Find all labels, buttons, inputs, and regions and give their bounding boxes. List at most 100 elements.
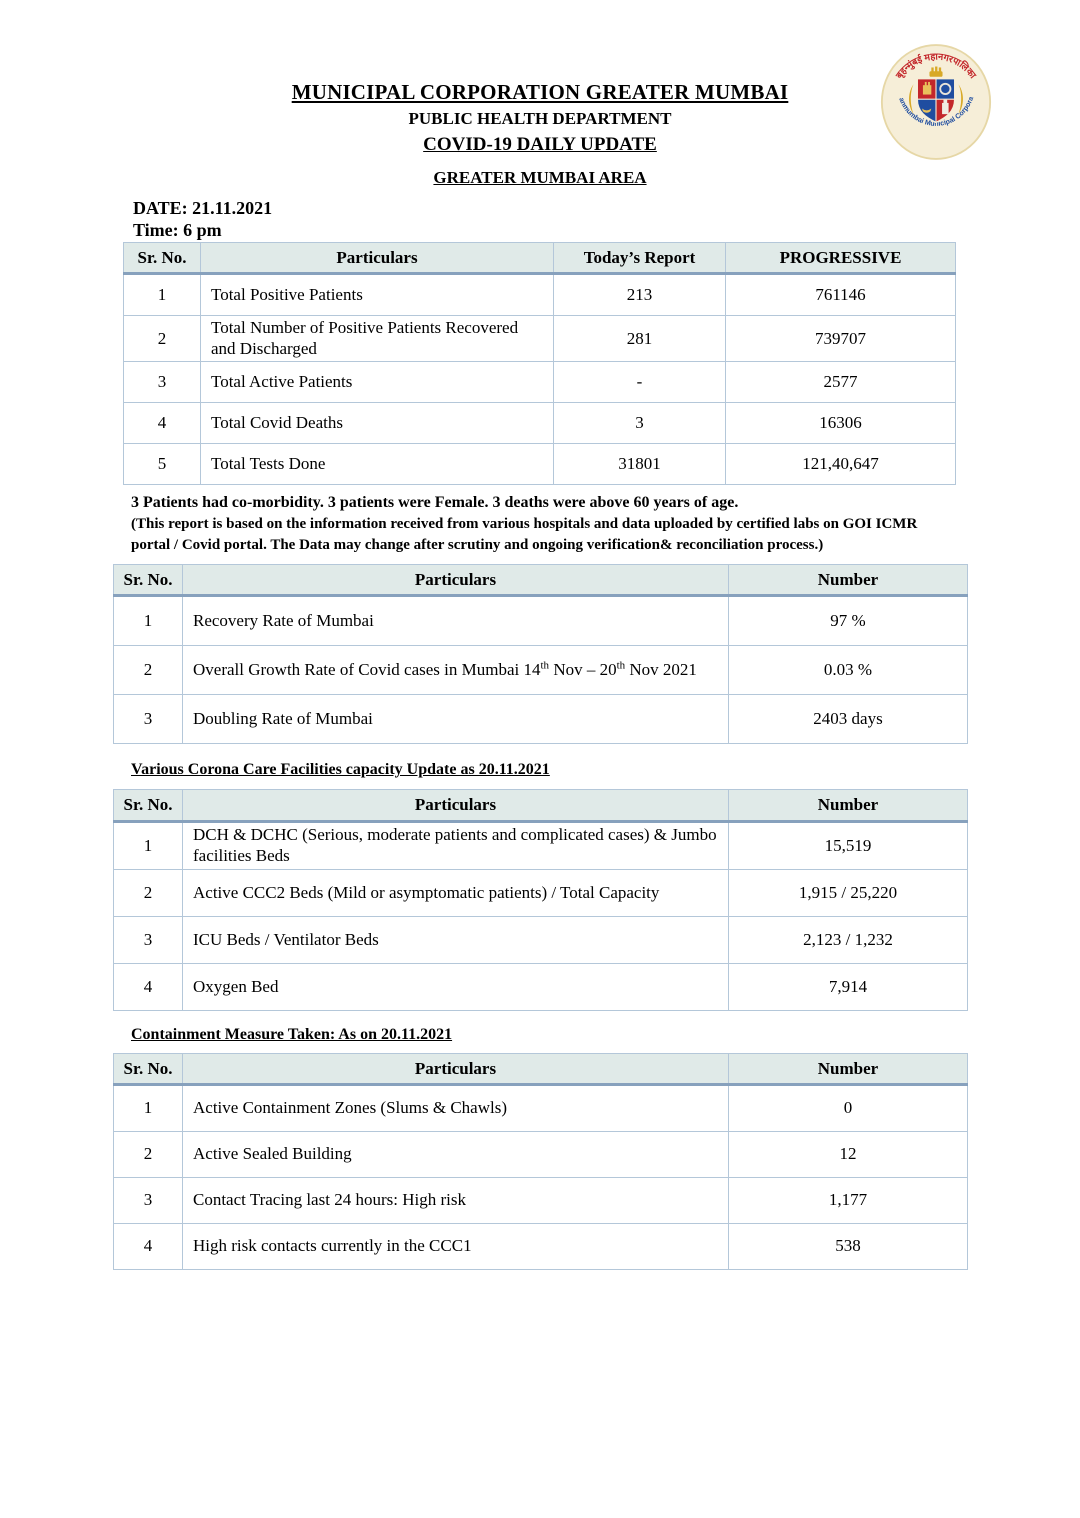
table-cell: 31801 — [553, 443, 726, 486]
table-cell: 7,914 — [728, 962, 968, 1011]
table-row: 1 Total Positive Patients 213 761146 — [123, 273, 956, 317]
table-cell: 2 — [113, 645, 183, 696]
column-header: Sr. No. — [123, 242, 201, 276]
table-cell: 2 — [113, 1130, 183, 1178]
table-cell: 0 — [728, 1083, 968, 1132]
table-cell: 2577 — [725, 361, 956, 404]
table-cell: 0.03 % — [728, 645, 968, 696]
table-cell: 4 — [123, 402, 201, 445]
bmc-seal-icon: बृहन्मुंबई महानगरपालिका Brihanmumbai Mun… — [877, 38, 992, 160]
table-header-row: Sr. No. Particulars Number — [113, 564, 968, 598]
column-header: Particulars — [200, 242, 554, 276]
table-cell: 3 — [123, 361, 201, 404]
table-cell: Total Covid Deaths — [200, 402, 554, 445]
column-header: Sr. No. — [113, 1052, 183, 1086]
table-cell: Contact Tracing last 24 hours: High risk — [182, 1176, 729, 1224]
table-cell: Total Active Patients — [200, 361, 554, 404]
table-row: 2 Active Sealed Building 12 — [113, 1130, 968, 1178]
table-cell: 281 — [553, 315, 726, 363]
bmc-seal-logo: बृहन्मुंबई महानगरपालिका Brihanmumbai Mun… — [877, 38, 992, 162]
column-header: Sr. No. — [113, 789, 183, 823]
table-cell: Active Sealed Building — [182, 1130, 729, 1178]
containment-section-heading: Containment Measure Taken: As on 20.11.2… — [131, 1025, 453, 1043]
report-time: Time: 6 pm — [133, 219, 222, 240]
table-cell: 15,519 — [728, 820, 968, 870]
table-cell: 1,177 — [728, 1176, 968, 1224]
table-cell: 2,123 / 1,232 — [728, 915, 968, 964]
table-row: 3 ICU Beds / Ventilator Beds 2,123 / 1,232 — [113, 915, 968, 964]
table-cell: 2403 days — [728, 694, 968, 745]
column-header: Particulars — [182, 1052, 729, 1086]
table-cell: 5 — [123, 443, 201, 486]
table-row: 3 Contact Tracing last 24 hours: High ris… — [113, 1176, 968, 1224]
table-cell: ICU Beds / Ventilator Beds — [182, 915, 729, 964]
column-header: Particulars — [182, 564, 729, 598]
table-cell: 97 % — [728, 595, 968, 647]
department-title: PUBLIC HEALTH DEPARTMENT — [408, 109, 672, 128]
table-cell: Total Positive Patients — [200, 273, 554, 317]
table-cell: 4 — [113, 962, 183, 1011]
table-row: 3 Doubling Rate of Mumbai 2403 days — [113, 694, 968, 745]
date-time-block: DATE: 21.11.2021 Time: 6 pm — [133, 198, 1080, 241]
table-cell: DCH & DCHC (Serious, moderate patients a… — [182, 820, 729, 870]
table-cell: - — [553, 361, 726, 404]
table-row: 1 Active Containment Zones (Slums & Chawl… — [113, 1083, 968, 1132]
table-cell: 213 — [553, 273, 726, 317]
table-cell: 761146 — [725, 273, 956, 317]
table-header-row: Sr. No. Particulars Number — [113, 1052, 968, 1086]
column-header: Sr. No. — [113, 564, 183, 598]
table-cell: 538 — [728, 1222, 968, 1270]
column-header: Particulars — [182, 789, 729, 823]
table-row: 2 Overall Growth Rate of Covid cases in M… — [113, 645, 968, 696]
table-cell: Doubling Rate of Mumbai — [182, 694, 729, 745]
table-cell: Active CCC2 Beds (Mild or asymptomatic p… — [182, 868, 729, 917]
report-date: DATE: 21.11.2021 — [133, 198, 273, 218]
area-title: GREATER MUMBAI AREA — [433, 168, 647, 187]
table-cell: 12 — [728, 1130, 968, 1178]
column-header: Today’s Report — [553, 242, 726, 276]
table-cell: 3 — [113, 1176, 183, 1224]
table-row: 2 Total Number of Positive Patients Recov… — [123, 315, 956, 363]
data-disclaimer-note: (This report is based on the information… — [131, 516, 918, 554]
table-header-row: Sr. No. Particulars Today’s Report PROGRESS… — [123, 242, 956, 276]
table-row: 5 Total Tests Done 31801 121,40,647 — [123, 443, 956, 486]
table-cell: 3 — [113, 694, 183, 745]
logo-crown — [929, 71, 943, 77]
table-cell: Overall Growth Rate of Covid cases in Mu… — [182, 645, 729, 696]
table-cell: 3 — [553, 402, 726, 445]
table-cell: Total Tests Done — [200, 443, 554, 486]
table-cell: Oxygen Bed — [182, 962, 729, 1011]
table-row: 1 Recovery Rate of Mumbai 97 % — [113, 595, 968, 647]
table-header-row: Sr. No. Particulars Number — [113, 789, 968, 823]
deaths-summary-note: 3 Patients had co-morbidity. 3 patients … — [131, 494, 739, 512]
column-header: Number — [728, 1052, 968, 1086]
rates-table: Sr. No. Particulars Number 1 Recovery Rate o… — [113, 564, 968, 745]
table-row: 4 Oxygen Bed 7,914 — [113, 962, 968, 1011]
table-cell: 1 — [113, 595, 183, 647]
table-cell: 121,40,647 — [725, 443, 956, 486]
table-cell: Recovery Rate of Mumbai — [182, 595, 729, 647]
table-cell: Total Number of Positive Patients Recove… — [200, 315, 554, 363]
table-row: 3 Total Active Patients -2577 — [123, 361, 956, 404]
report-title: COVID-19 DAILY UPDATE — [423, 134, 657, 155]
logo-shield — [916, 78, 956, 124]
table-cell: 739707 — [725, 315, 956, 363]
table-cell: 2 — [123, 315, 201, 363]
table-cell: 2 — [113, 868, 183, 917]
column-header: PROGRESSIVE — [725, 242, 956, 276]
table-cell: 3 — [113, 915, 183, 964]
column-header: Number — [728, 564, 968, 598]
daily-counts-table: Sr. No. Particulars Today’s Report PROGRESS… — [123, 242, 956, 486]
facilities-table: Sr. No. Particulars Number 1 DCH & DCHC (Ser… — [113, 789, 968, 1011]
table-cell: Active Containment Zones (Slums & Chawls… — [182, 1083, 729, 1132]
org-title: MUNICIPAL CORPORATION GREATER MUMBAI — [291, 80, 789, 104]
column-header: Number — [728, 789, 968, 823]
containment-table: Sr. No. Particulars Number 1 Active Containm… — [113, 1052, 968, 1270]
table-row: 1 DCH & DCHC (Serious, moderate patients … — [113, 820, 968, 870]
table-cell: 16306 — [725, 402, 956, 445]
table-cell: 1,915 / 25,220 — [728, 868, 968, 917]
table-cell: 1 — [113, 1083, 183, 1132]
table-row: 4 Total Covid Deaths 3 16306 — [123, 402, 956, 445]
facilities-section-heading: Various Corona Care Facilities capacity … — [131, 761, 550, 779]
